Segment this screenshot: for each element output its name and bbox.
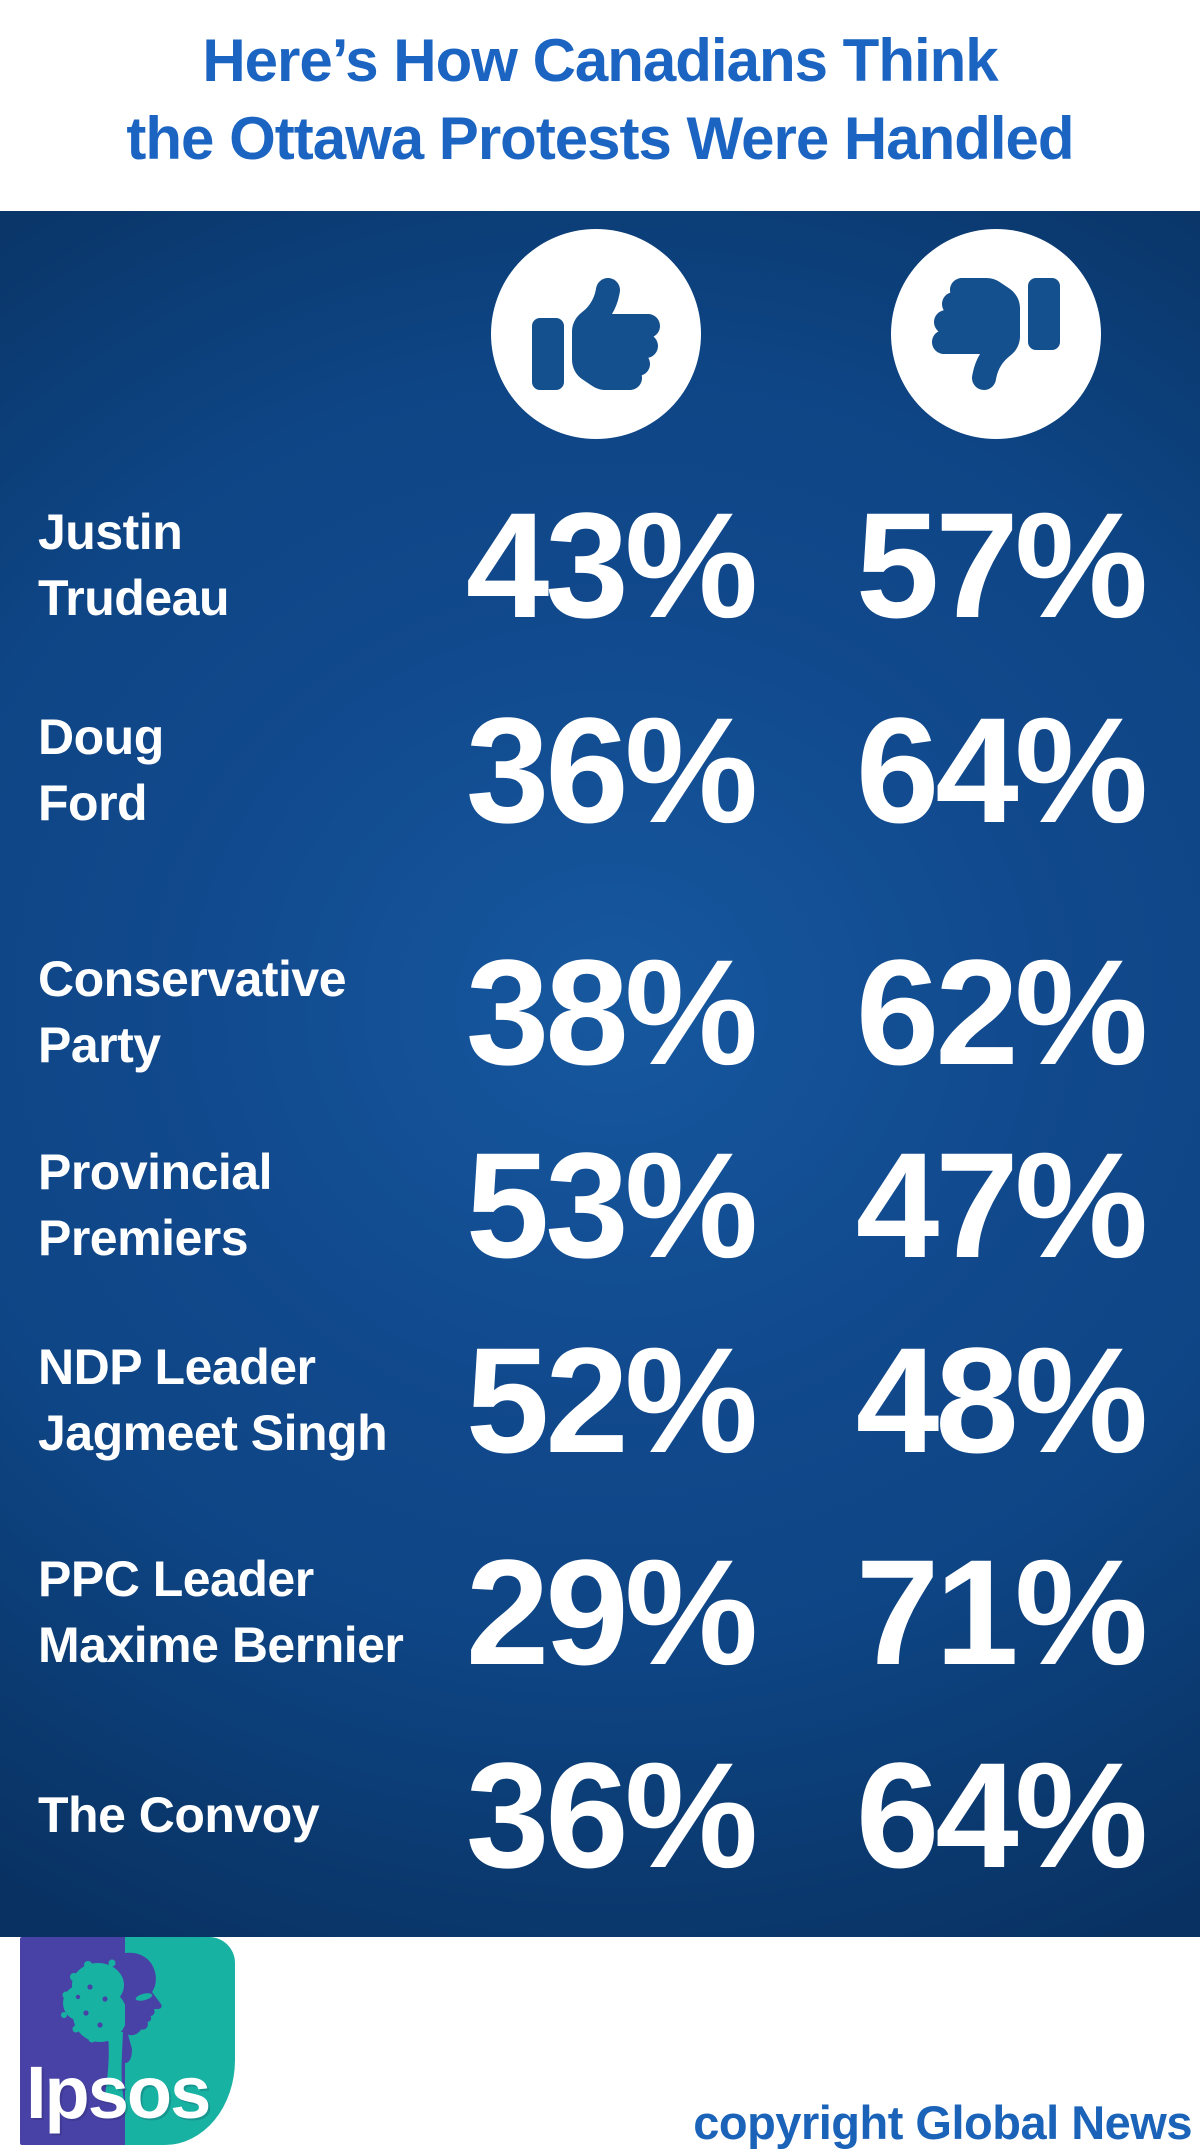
table-row: Doug Ford 36% 64% bbox=[0, 685, 1200, 855]
table-row: Provincial Premiers 53% 47% bbox=[0, 1120, 1200, 1290]
table-row: Justin Trudeau 43% 57% bbox=[0, 480, 1200, 650]
footer: Ipsos copyright Global News bbox=[0, 1937, 1200, 2151]
row-label: Doug Ford bbox=[38, 709, 164, 831]
thumbs-down-icon bbox=[932, 278, 1060, 391]
table-row: Conservative Party 38% 62% bbox=[0, 927, 1200, 1097]
approve-percentage: 53% bbox=[465, 1121, 758, 1289]
disapprove-percentage: 62% bbox=[855, 928, 1148, 1096]
approve-percentage: 52% bbox=[465, 1316, 758, 1484]
disapprove-icon-badge bbox=[891, 229, 1101, 439]
disapprove-percentage: 57% bbox=[855, 481, 1148, 649]
row-label: Conservative Party bbox=[38, 951, 347, 1073]
row-label: Provincial Premiers bbox=[38, 1144, 273, 1266]
approve-percentage: 36% bbox=[465, 686, 758, 854]
approve-percentage: 38% bbox=[465, 928, 758, 1096]
row-label: NDP Leader Jagmeet Singh bbox=[38, 1339, 388, 1461]
header: Here’s How Canadians Think the Ottawa Pr… bbox=[0, 0, 1200, 211]
approve-percentage: 29% bbox=[465, 1528, 758, 1696]
row-label: The Convoy bbox=[38, 1787, 320, 1843]
ipsos-wordmark: Ipsos bbox=[26, 2051, 211, 2134]
ipsos-tree-face-art bbox=[61, 1952, 162, 2101]
copyright-credit: copyright Global News bbox=[693, 2096, 1192, 2149]
table-row: PPC Leader Maxime Bernier 29% 71% bbox=[0, 1527, 1200, 1697]
row-label: PPC Leader Maxime Bernier bbox=[38, 1551, 404, 1673]
approve-icon-badge bbox=[491, 229, 701, 439]
disapprove-percentage: 64% bbox=[855, 686, 1148, 854]
disapprove-percentage: 71% bbox=[855, 1528, 1148, 1696]
thumbs-up-icon bbox=[532, 277, 660, 390]
ipsos-logo: Ipsos bbox=[20, 1937, 235, 2145]
disapprove-percentage: 47% bbox=[855, 1121, 1148, 1289]
page-title: Here’s How Canadians Think the Ottawa Pr… bbox=[0, 22, 1200, 178]
table-row: The Convoy 36% 64% bbox=[0, 1730, 1200, 1900]
row-label: Justin Trudeau bbox=[38, 504, 229, 626]
disapprove-percentage: 64% bbox=[855, 1731, 1148, 1899]
title-line-2: the Ottawa Protests Were Handled bbox=[126, 105, 1074, 172]
table-row: NDP Leader Jagmeet Singh 52% 48% bbox=[0, 1315, 1200, 1485]
approve-percentage: 43% bbox=[465, 481, 758, 649]
approve-percentage: 36% bbox=[465, 1731, 758, 1899]
results-board: Justin Trudeau 43% 57% Doug Ford 36% 64%… bbox=[0, 211, 1200, 1937]
disapprove-percentage: 48% bbox=[855, 1316, 1148, 1484]
title-line-1: Here’s How Canadians Think bbox=[202, 27, 998, 94]
